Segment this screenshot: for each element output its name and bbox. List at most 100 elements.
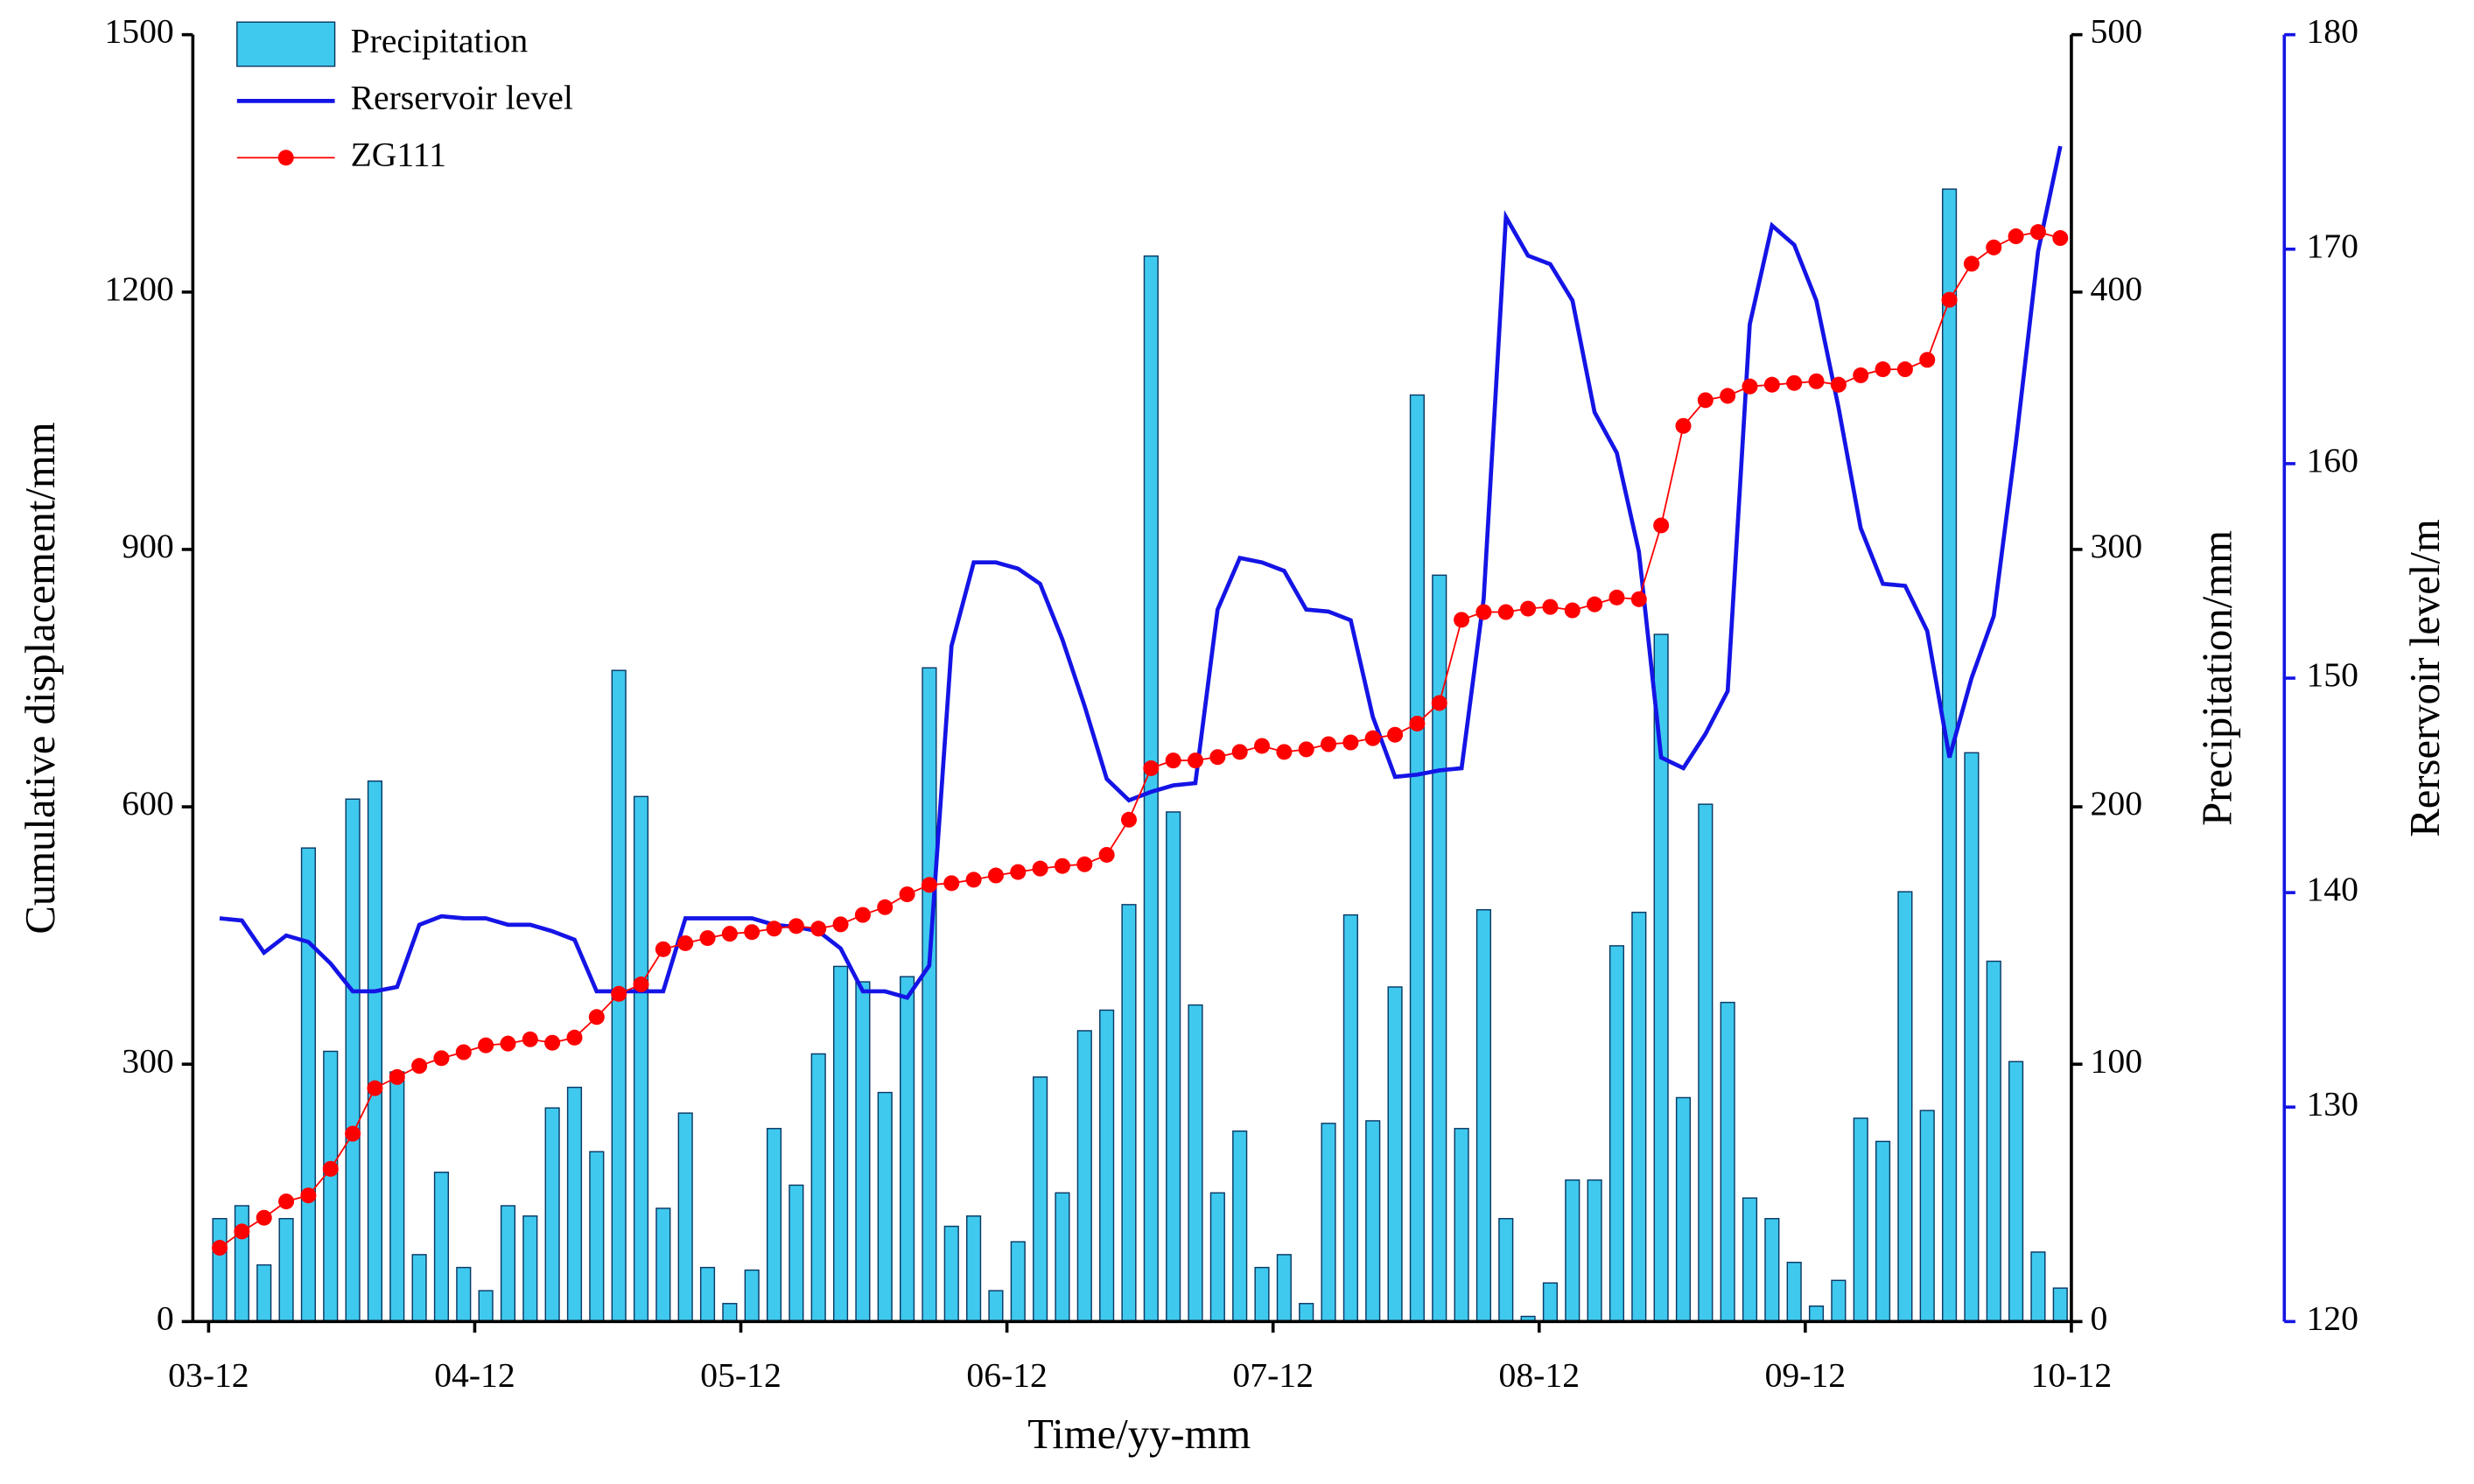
marker bbox=[278, 1194, 295, 1210]
bar bbox=[1010, 1241, 1026, 1323]
marker bbox=[1763, 376, 1780, 393]
bar bbox=[456, 1266, 472, 1323]
y-tick-label: 600 bbox=[122, 784, 173, 822]
marker bbox=[1919, 352, 1936, 368]
y2-tick-label: 200 bbox=[2091, 784, 2142, 822]
bar bbox=[900, 976, 915, 1323]
bar bbox=[566, 1086, 583, 1323]
marker bbox=[1608, 589, 1625, 606]
marker bbox=[1542, 598, 1559, 615]
marker bbox=[2029, 224, 2046, 241]
marker bbox=[1808, 373, 1825, 389]
legend-marker bbox=[277, 150, 294, 166]
marker bbox=[1431, 695, 1447, 711]
x-tick-label: 10-12 bbox=[2031, 1355, 2112, 1394]
marker bbox=[744, 924, 760, 941]
marker bbox=[300, 1187, 317, 1204]
marker bbox=[1298, 741, 1314, 758]
bar bbox=[922, 667, 937, 1323]
bar bbox=[1321, 1123, 1336, 1323]
marker bbox=[810, 920, 827, 937]
marker bbox=[1875, 361, 1891, 378]
bar bbox=[1565, 1179, 1580, 1323]
y-tick-label: 900 bbox=[122, 527, 173, 565]
marker bbox=[832, 916, 849, 933]
y-tick-label: 1500 bbox=[104, 12, 173, 51]
marker bbox=[655, 941, 671, 957]
bar bbox=[1498, 1217, 1514, 1323]
bar bbox=[1121, 904, 1137, 1323]
bar bbox=[1365, 1120, 1381, 1323]
bar bbox=[2052, 1287, 2068, 1323]
bar bbox=[1276, 1254, 1292, 1323]
bar bbox=[1475, 909, 1492, 1323]
marker bbox=[1364, 730, 1381, 746]
x-tick-label: 03-12 bbox=[168, 1355, 249, 1394]
marker bbox=[921, 877, 937, 893]
bar bbox=[1166, 811, 1181, 1323]
y3-tick-label: 130 bbox=[2306, 1084, 2358, 1123]
bar bbox=[677, 1112, 693, 1323]
marker bbox=[478, 1037, 494, 1054]
marker bbox=[877, 899, 894, 915]
bar bbox=[877, 1091, 893, 1323]
marker bbox=[1054, 858, 1070, 874]
bar bbox=[345, 798, 361, 1323]
bar bbox=[478, 1290, 494, 1323]
bar bbox=[832, 965, 849, 1323]
bar bbox=[788, 1184, 804, 1323]
y-tick-label: 0 bbox=[157, 1298, 174, 1337]
marker bbox=[212, 1240, 228, 1256]
bar bbox=[1897, 891, 1913, 1323]
marker bbox=[1254, 738, 1271, 754]
marker bbox=[345, 1125, 361, 1142]
y2-axis-title: Precipitation/mm bbox=[2193, 530, 2240, 826]
bar bbox=[1986, 960, 2001, 1323]
x-tick-label: 05-12 bbox=[700, 1355, 781, 1394]
bar bbox=[722, 1303, 738, 1323]
marker bbox=[1941, 291, 1958, 308]
marker bbox=[322, 1160, 339, 1177]
bar bbox=[633, 795, 649, 1323]
marker bbox=[1454, 612, 1470, 628]
marker bbox=[1742, 378, 1758, 395]
marker bbox=[1853, 367, 1869, 383]
x-tick-label: 07-12 bbox=[1232, 1355, 1313, 1394]
marker bbox=[1165, 752, 1181, 769]
y-tick-label: 300 bbox=[122, 1041, 173, 1080]
marker bbox=[1630, 591, 1647, 607]
marker bbox=[1786, 374, 1803, 391]
marker bbox=[367, 1080, 383, 1096]
bar bbox=[1033, 1076, 1048, 1323]
bar bbox=[278, 1217, 294, 1323]
bar bbox=[744, 1269, 760, 1323]
legend-swatch bbox=[236, 21, 336, 67]
marker bbox=[611, 985, 627, 1002]
x-axis-title: Time/yy-mm bbox=[1027, 1410, 1251, 1458]
bar bbox=[1055, 1192, 1070, 1323]
y3-tick-label: 150 bbox=[2306, 655, 2358, 694]
bar bbox=[1542, 1282, 1559, 1323]
marker bbox=[1076, 856, 1093, 872]
line bbox=[219, 145, 2063, 1000]
legend-label: Rerservoir level bbox=[351, 78, 573, 116]
marker bbox=[2052, 230, 2069, 247]
y3-tick-label: 170 bbox=[2306, 227, 2358, 265]
marker bbox=[1986, 239, 2002, 256]
bar bbox=[1631, 911, 1647, 1323]
marker bbox=[1564, 602, 1580, 619]
line bbox=[219, 231, 2061, 1249]
marker bbox=[433, 1050, 450, 1067]
y3-tick-label: 140 bbox=[2306, 870, 2358, 908]
bar bbox=[544, 1107, 560, 1323]
marker bbox=[1653, 517, 1670, 534]
bar bbox=[855, 981, 871, 1323]
marker bbox=[455, 1044, 472, 1060]
bar bbox=[1675, 1096, 1692, 1323]
marker bbox=[522, 1031, 538, 1047]
bar bbox=[323, 1050, 339, 1323]
marker bbox=[1143, 760, 1160, 776]
marker bbox=[766, 920, 782, 937]
marker bbox=[1276, 744, 1293, 760]
